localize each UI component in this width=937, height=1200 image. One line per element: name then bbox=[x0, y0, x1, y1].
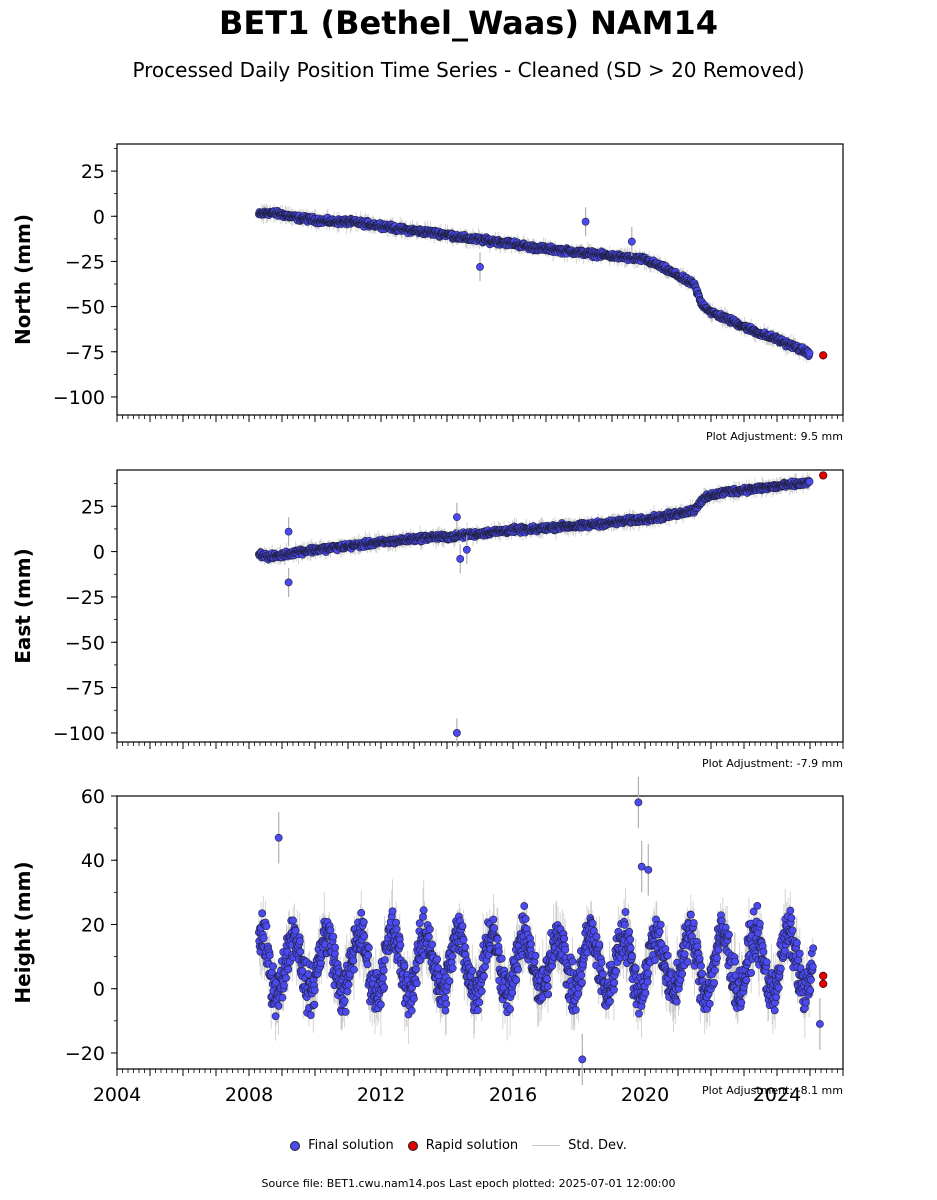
panel-3-final-point bbox=[258, 909, 267, 918]
panel-1-ylabel: North (mm) bbox=[11, 214, 35, 345]
panel-2-ytick-label: −100 bbox=[53, 723, 105, 745]
panel-1-ytick-label: −100 bbox=[53, 387, 105, 409]
panel-3-final-point bbox=[265, 951, 274, 960]
panel-1-outlier-point bbox=[627, 237, 636, 246]
panel-3-final-point bbox=[282, 974, 291, 982]
panel-2-outlier-point bbox=[452, 729, 461, 737]
panel-3-final-point bbox=[310, 986, 319, 995]
panel-3-final-point bbox=[306, 1011, 315, 1020]
panel-3-final-point bbox=[289, 916, 297, 925]
panel-3-final-point bbox=[274, 1001, 283, 1010]
panel-2-outlier-point bbox=[462, 545, 471, 554]
panel-3-xtick-label: 2004 bbox=[93, 1084, 141, 1106]
panel-3-ytick-label: −20 bbox=[65, 1043, 105, 1065]
panel-2-outlier-point bbox=[284, 527, 293, 536]
panel-3-ylabel: Height (mm) bbox=[11, 861, 35, 1003]
panel-3-adjustment: Plot Adjustment: -8.1 mm bbox=[702, 1084, 843, 1097]
panel-1-ytick-label: −50 bbox=[65, 297, 105, 319]
panel-1-ytick-label: −75 bbox=[65, 342, 105, 364]
panel-3-final-point bbox=[296, 937, 304, 945]
panel-2-ylabel: East (mm) bbox=[11, 548, 35, 664]
panel-2-outlier-point bbox=[452, 513, 461, 522]
panel-3-final-point bbox=[304, 970, 313, 979]
panel-3-final-point bbox=[278, 993, 287, 1002]
panel-3-ytick-label: 20 bbox=[81, 914, 105, 936]
panel-1-outlier-point bbox=[476, 262, 484, 271]
panel-3-final-point bbox=[271, 1012, 280, 1021]
chart-title: BET1 (Bethel_Waas) NAM14 bbox=[218, 4, 719, 42]
panel-1-ytick-label: 0 bbox=[93, 206, 105, 228]
panel-3-xtick-label: 2008 bbox=[225, 1084, 273, 1106]
chart-subtitle: Processed Daily Position Time Series - C… bbox=[132, 58, 805, 82]
panel-2-ytick-label: 0 bbox=[93, 542, 105, 564]
panel-1-rapid-point bbox=[819, 351, 828, 360]
panel-2-final-point bbox=[805, 477, 814, 486]
panel-3-final-point bbox=[284, 965, 293, 974]
panel-3-final-point bbox=[259, 934, 268, 943]
panel-2-rapid-point bbox=[819, 471, 828, 480]
panel-3-final-point bbox=[262, 922, 271, 931]
panel-1-outlier-point bbox=[581, 217, 590, 226]
panel-1-adjustment: Plot Adjustment: 9.5 mm bbox=[706, 430, 843, 443]
panel-3-final-point bbox=[291, 926, 300, 935]
panel-1-final-point bbox=[805, 349, 814, 358]
panel-1-ytick-label: −25 bbox=[65, 251, 105, 273]
panel-3-ytick-label: 0 bbox=[93, 979, 105, 1001]
panel-2-outlier-point bbox=[456, 554, 465, 563]
panel-2-ytick-label: −25 bbox=[65, 587, 105, 609]
panel-3-final-point bbox=[280, 981, 288, 990]
panel-2-outlier-point bbox=[284, 578, 293, 587]
panel-1-ytick-label: 25 bbox=[81, 161, 105, 183]
panel-2-ytick-label: −75 bbox=[65, 678, 105, 700]
panel-3-xtick-label: 2020 bbox=[621, 1084, 669, 1106]
panel-3-final-point bbox=[310, 1000, 319, 1009]
panel-3-final-point bbox=[296, 947, 305, 956]
panel-3-final-point bbox=[269, 962, 277, 971]
panel-3-ytick-label: 60 bbox=[81, 786, 105, 808]
panel-2-adjustment: Plot Adjustment: -7.9 mm bbox=[702, 757, 843, 770]
panel-2-ytick-label: −50 bbox=[65, 632, 105, 654]
panel-2-frame bbox=[116, 469, 844, 743]
panel-3-xtick-label: 2016 bbox=[489, 1084, 537, 1106]
panel-3-ytick-label: 40 bbox=[81, 850, 105, 872]
panel-3-xtick-label: 2012 bbox=[357, 1084, 405, 1106]
panel-2-ytick-label: 25 bbox=[81, 496, 105, 518]
